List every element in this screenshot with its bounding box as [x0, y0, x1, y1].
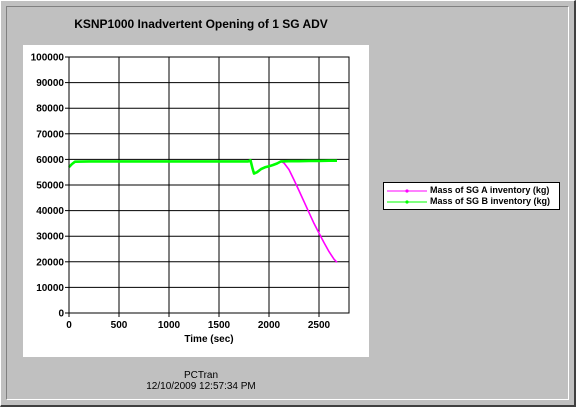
chart-svg: 0100002000030000400005000060000700008000…: [31, 53, 350, 345]
series-line-sg-b: [68, 158, 337, 175]
plot-panel: 0 10000 20000 30000 40000 50000 60000 70000 8000…: [23, 45, 369, 357]
footer-timestamp: 12/10/2009 12:57:34 PM: [146, 381, 256, 392]
y-axis-ticks: 0 10000 20000 30000 40000 50000 60000 70000 8000…: [31, 53, 69, 320]
series-line-sg-a: [68, 159, 338, 263]
x-tick-label-1: 500: [111, 320, 128, 331]
x-axis-ticks: 0 500 1000 1500 2000 2500: [66, 313, 331, 331]
x-tick-label-0: 0: [66, 320, 72, 331]
y-tick-label-7: 70000: [36, 129, 64, 140]
legend-item-sg-a: Mass of SG A inventory (kg): [384, 185, 559, 197]
footer-app-name: PCTran: [183, 370, 219, 381]
legend-swatch-sg-a: [387, 189, 427, 193]
grid: [68, 56, 349, 314]
y-tick-label-2: 20000: [36, 257, 64, 268]
y-tick-label-8: 80000: [36, 104, 64, 115]
x-tick-label-5: 2500: [308, 320, 331, 331]
y-tick-label-0: 0: [58, 309, 64, 320]
y-tick-label-9: 90000: [36, 78, 64, 89]
x-tick-label-3: 1500: [208, 320, 231, 331]
legend: Mass of SG A inventory (kg) Mass of SG B…: [383, 182, 560, 210]
y-tick-label-4: 40000: [36, 206, 64, 217]
chart-title: KSNP1000 Inadvertent Opening of 1 SG ADV: [74, 17, 328, 31]
footer: PCTran 12/10/2009 12:57:34 PM: [1, 370, 401, 392]
chart-frame: [6, 6, 569, 400]
x-axis-label: Time (sec): [184, 334, 233, 345]
y-tick-label-5: 50000: [36, 181, 64, 192]
y-tick-label-3: 30000: [36, 232, 64, 243]
legend-swatch-sg-b: [387, 200, 427, 204]
x-tick-label-4: 2000: [258, 320, 281, 331]
y-tick-label-10: 100000: [31, 53, 65, 64]
series-layer: [68, 158, 338, 263]
y-tick-label-6: 60000: [36, 155, 64, 166]
y-tick-label-1: 10000: [36, 283, 64, 294]
legend-item-sg-b: Mass of SG B inventory (kg): [384, 196, 559, 208]
x-tick-label-2: 1000: [158, 320, 181, 331]
legend-label-sg-b: Mass of SG B inventory (kg): [430, 196, 551, 206]
legend-label-sg-a: Mass of SG A inventory (kg): [430, 185, 550, 195]
